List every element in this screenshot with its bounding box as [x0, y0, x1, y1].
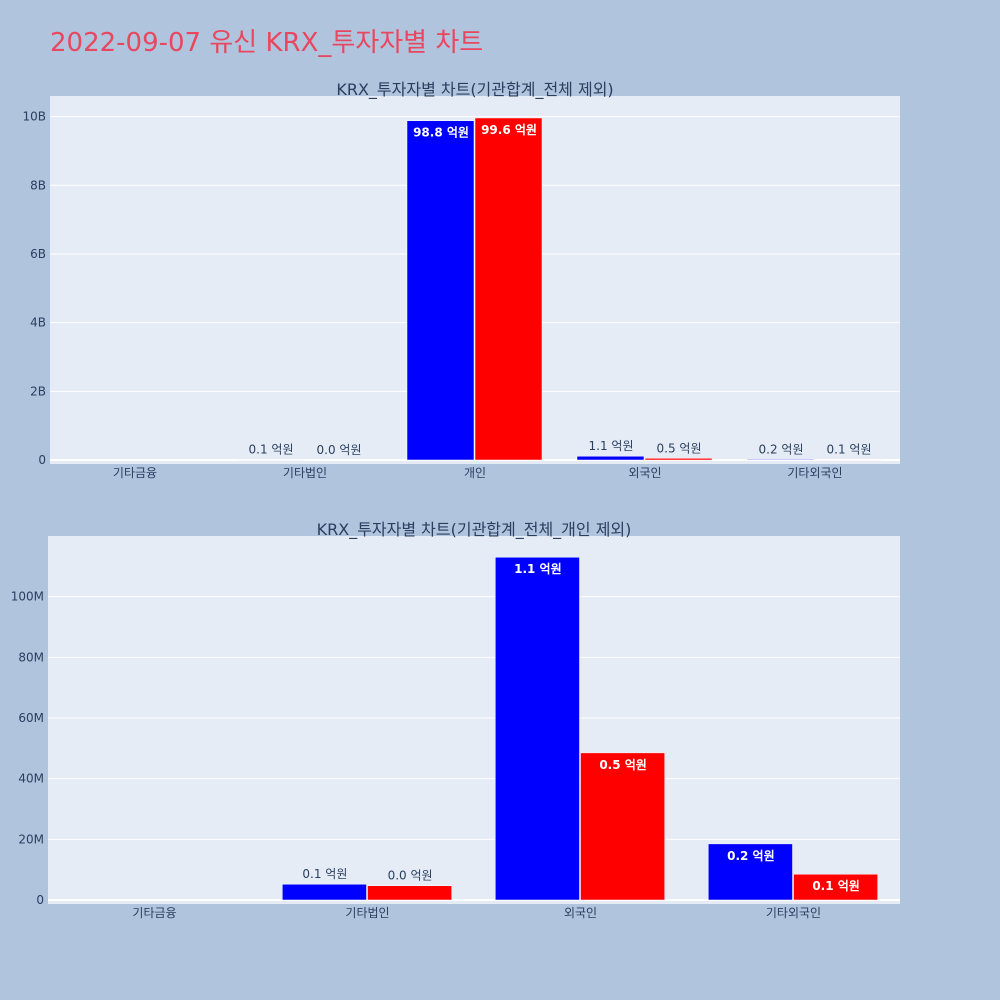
x-tick-label: 외국인: [628, 466, 661, 480]
bar: [793, 873, 878, 901]
y-tick-label: 80M: [18, 650, 44, 664]
y-tick-label: 6B: [30, 247, 46, 261]
chart-title: KRX_투자자별 차트(기관합계_전체_개인 제외): [317, 520, 632, 540]
data-label: 0.0 억원: [317, 443, 362, 457]
y-tick-label: 60M: [18, 711, 44, 725]
data-label: 0.1 억원: [812, 879, 860, 893]
x-tick-label: 기타법인: [345, 906, 389, 920]
chart-title: KRX_투자자별 차트(기관합계_전체 제외): [336, 80, 613, 100]
y-tick-label: 8B: [30, 178, 46, 192]
data-label: 0.5 억원: [599, 758, 647, 772]
data-label: 99.6 억원: [481, 123, 537, 137]
plot-area: [48, 536, 900, 904]
data-label: 0.1 억원: [302, 867, 347, 881]
bar: [367, 885, 452, 901]
x-tick-label: 개인: [464, 466, 486, 480]
data-label: 1.1 억원: [514, 562, 562, 576]
data-label: 0.1 억원: [827, 443, 872, 457]
x-tick-label: 기타외국인: [787, 466, 842, 480]
chart-bottom: 0 20M 40M 60M 80M 100M KRX_투자자별 차트(기관합계_전체_개인 …: [11, 520, 900, 920]
data-label: 0.2 억원: [727, 849, 775, 863]
y-tick-label: 40M: [18, 772, 44, 786]
x-tick-label: 기타금융: [113, 466, 157, 480]
x-tick-label: 기타법인: [283, 466, 327, 480]
bar: [580, 752, 665, 901]
y-tick-label: 10B: [22, 110, 46, 124]
bar: [495, 556, 580, 901]
data-label: 1.1 억원: [589, 439, 634, 453]
bar: [406, 120, 475, 461]
data-label: 0.5 억원: [657, 441, 702, 455]
x-tick-label: 기타외국인: [766, 906, 821, 920]
bar: [474, 117, 543, 461]
y-tick-label: 100M: [11, 590, 44, 604]
y-tick-label: 0: [36, 893, 44, 907]
data-label: 0.1 억원: [249, 443, 294, 457]
page-title: 2022-09-07 유신 KRX_투자자별 차트: [50, 28, 484, 58]
bar: [282, 883, 367, 901]
y-tick-label: 0: [38, 453, 46, 467]
bar: [708, 843, 793, 901]
y-tick-label: 20M: [18, 832, 44, 846]
bar: [236, 459, 305, 461]
data-label: 0.0 억원: [388, 869, 433, 883]
bar: [814, 459, 883, 461]
chart-top: 0 2B 4B 6B 8B 10B KRX_투자자별 차트(기관합계_전체 제외) 기타금융 기…: [22, 80, 900, 480]
bar: [576, 455, 645, 461]
bar: [746, 459, 815, 461]
bar: [644, 458, 713, 461]
y-tick-label: 4B: [30, 316, 46, 330]
x-tick-label: 기타금융: [132, 906, 176, 920]
y-tick-label: 2B: [30, 384, 46, 398]
data-label: 0.2 억원: [759, 442, 804, 456]
x-tick-label: 외국인: [564, 906, 597, 920]
data-label: 98.8 억원: [413, 126, 469, 140]
